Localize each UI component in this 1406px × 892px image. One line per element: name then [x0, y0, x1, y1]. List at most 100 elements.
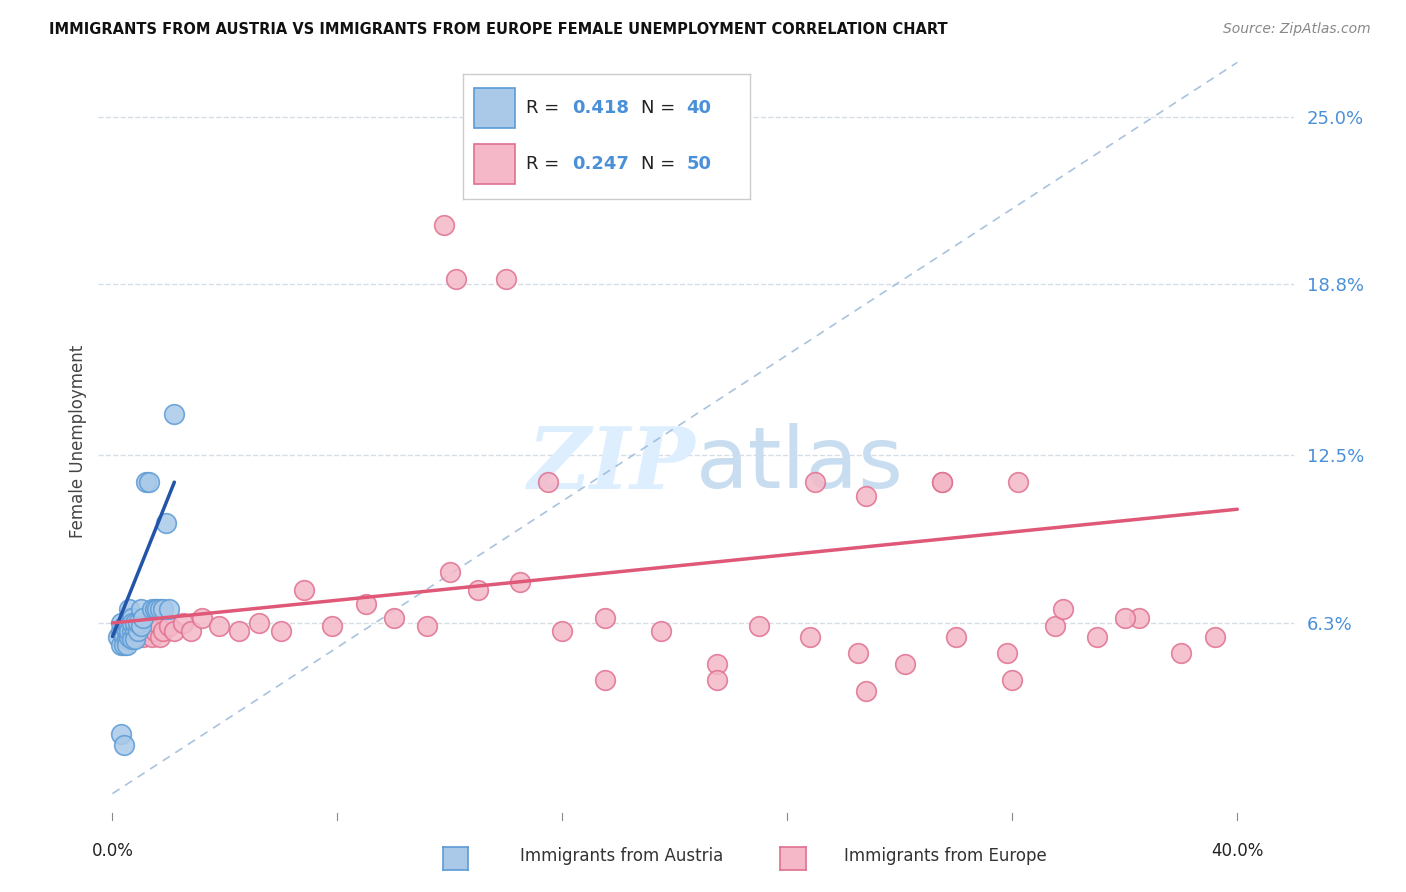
- Point: [141, 630, 163, 644]
- Point: [107, 630, 129, 644]
- Point: [115, 624, 138, 639]
- Point: [155, 516, 177, 530]
- Point: [467, 583, 489, 598]
- Point: [121, 624, 143, 639]
- Point: [292, 583, 315, 598]
- Point: [931, 475, 953, 490]
- Point: [124, 632, 146, 647]
- Point: [135, 475, 157, 490]
- Point: [124, 615, 146, 630]
- Point: [121, 610, 143, 624]
- Point: [931, 475, 953, 490]
- Point: [433, 218, 456, 232]
- Text: Immigrants from Europe: Immigrants from Europe: [844, 847, 1046, 865]
- Point: [124, 618, 146, 632]
- Point: [1114, 610, 1136, 624]
- Point: [112, 630, 135, 644]
- Point: [129, 602, 152, 616]
- Point: [115, 624, 138, 639]
- Point: [444, 272, 467, 286]
- Point: [129, 618, 152, 632]
- Point: [110, 615, 132, 630]
- Point: [1007, 475, 1029, 490]
- Point: [149, 630, 172, 644]
- Point: [706, 673, 728, 687]
- Point: [228, 624, 250, 639]
- Point: [855, 683, 877, 698]
- Point: [995, 646, 1018, 660]
- Point: [537, 475, 560, 490]
- Point: [141, 602, 163, 616]
- Point: [894, 657, 917, 671]
- Point: [1128, 610, 1150, 624]
- Point: [118, 630, 141, 644]
- Point: [354, 597, 377, 611]
- Y-axis label: Female Unemployment: Female Unemployment: [69, 345, 87, 538]
- Point: [121, 615, 143, 630]
- Point: [1052, 602, 1074, 616]
- Point: [118, 610, 141, 624]
- Point: [129, 615, 152, 630]
- Point: [146, 615, 169, 630]
- Point: [748, 618, 770, 632]
- Point: [135, 624, 157, 639]
- Text: 0.0%: 0.0%: [91, 842, 134, 860]
- Point: [127, 624, 149, 639]
- Point: [149, 602, 172, 616]
- Point: [180, 624, 202, 639]
- Point: [495, 272, 517, 286]
- Point: [143, 624, 166, 639]
- Point: [138, 475, 160, 490]
- Point: [115, 632, 138, 647]
- Point: [1170, 646, 1192, 660]
- Point: [163, 624, 186, 639]
- Point: [110, 727, 132, 741]
- Point: [509, 575, 531, 590]
- Point: [1085, 630, 1108, 644]
- Point: [1204, 630, 1226, 644]
- Point: [855, 489, 877, 503]
- Point: [112, 618, 135, 632]
- Point: [157, 602, 180, 616]
- Point: [124, 624, 146, 639]
- Point: [121, 632, 143, 647]
- Point: [593, 610, 616, 624]
- Point: [127, 615, 149, 630]
- Text: 40.0%: 40.0%: [1211, 842, 1264, 860]
- Point: [208, 618, 231, 632]
- Text: Source: ZipAtlas.com: Source: ZipAtlas.com: [1223, 22, 1371, 37]
- Point: [799, 630, 821, 644]
- Point: [1043, 618, 1066, 632]
- Text: ZIP: ZIP: [529, 423, 696, 506]
- Point: [804, 475, 827, 490]
- Point: [321, 618, 343, 632]
- Point: [121, 615, 143, 630]
- Point: [112, 738, 135, 752]
- Point: [110, 624, 132, 639]
- Point: [247, 615, 270, 630]
- Point: [846, 646, 869, 660]
- Point: [416, 618, 439, 632]
- Point: [146, 602, 169, 616]
- Point: [132, 610, 155, 624]
- Point: [118, 630, 141, 644]
- Point: [152, 602, 174, 616]
- Point: [650, 624, 672, 639]
- Point: [143, 602, 166, 616]
- Point: [115, 615, 138, 630]
- Point: [118, 618, 141, 632]
- Point: [157, 618, 180, 632]
- Point: [439, 565, 461, 579]
- Point: [945, 630, 967, 644]
- Point: [127, 624, 149, 639]
- Point: [138, 618, 160, 632]
- Point: [110, 638, 132, 652]
- Point: [551, 624, 574, 639]
- Point: [1001, 673, 1024, 687]
- Text: IMMIGRANTS FROM AUSTRIA VS IMMIGRANTS FROM EUROPE FEMALE UNEMPLOYMENT CORRELATIO: IMMIGRANTS FROM AUSTRIA VS IMMIGRANTS FR…: [49, 22, 948, 37]
- Point: [172, 615, 194, 630]
- Point: [191, 610, 214, 624]
- Point: [270, 624, 292, 639]
- Point: [163, 408, 186, 422]
- Point: [152, 624, 174, 639]
